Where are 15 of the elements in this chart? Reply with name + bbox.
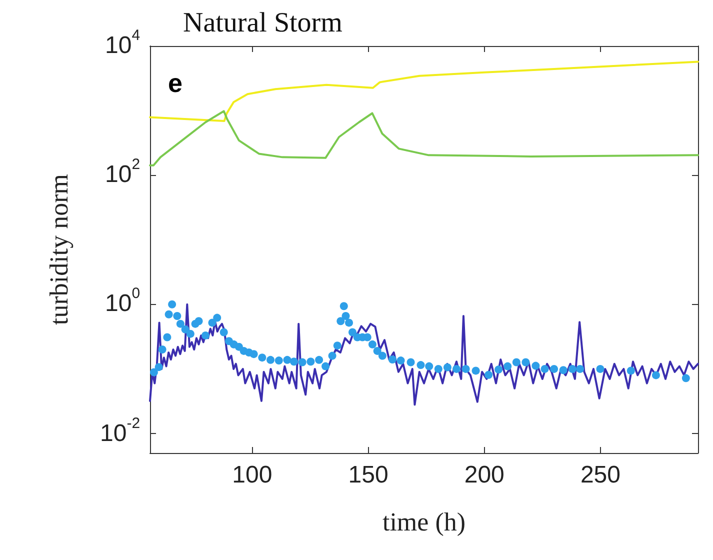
line-series (149, 110, 699, 166)
line-series (149, 303, 699, 406)
y-tick-label: 10$^{2}$ (105, 156, 140, 188)
x-tick-label: 150 (348, 462, 388, 488)
x-axis-title: time (h) (382, 508, 466, 536)
chart-title: Natural Storm (183, 8, 343, 38)
x-tick-label: 100 (232, 462, 272, 488)
y-tick-label: 10$^{0}$ (105, 285, 140, 318)
line-series (149, 60, 699, 122)
x-tick-label: 250 (580, 462, 620, 488)
y-tick-label: 10$^{4}$ (105, 27, 140, 59)
y-tick-label: 10$^{-2}$ (100, 414, 140, 447)
x-tick-label: 200 (464, 462, 504, 488)
y-axis-title: turbidity norm (44, 174, 74, 325)
annotation: e (168, 68, 182, 98)
